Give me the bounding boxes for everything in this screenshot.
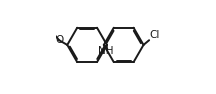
Text: Cl: Cl xyxy=(150,30,160,40)
Text: O: O xyxy=(55,35,63,45)
Text: NH: NH xyxy=(98,46,113,56)
